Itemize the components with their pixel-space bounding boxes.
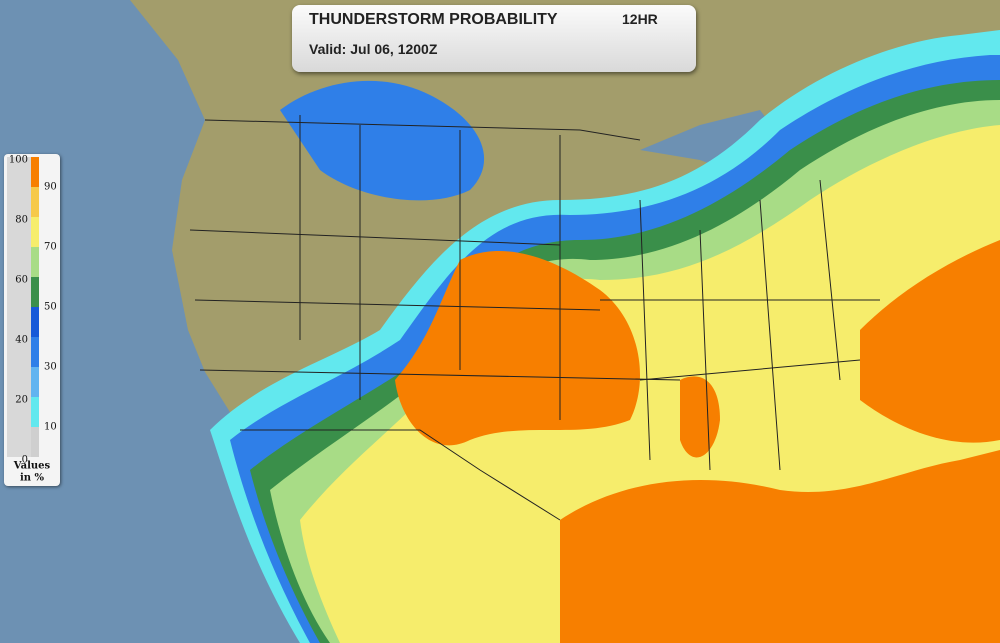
legend: 100 80 60 40 20 0 90 70 50 30 10 Values in %: [4, 154, 60, 486]
period: 12HR: [622, 11, 658, 27]
header-box: THUNDERSTORM PROBABILITY 12HR Valid: Jul…: [292, 5, 696, 72]
precip-orange-plains: [395, 251, 640, 446]
legend-swatch: [31, 277, 39, 307]
legend-caption: in %: [20, 473, 45, 484]
legend-label: 60: [15, 275, 28, 286]
borders: [189, 115, 880, 521]
precip-orange-atlantic: [860, 240, 1000, 443]
legend-label: 30: [44, 362, 57, 373]
legend-label-band: [7, 157, 31, 457]
valid-time: Valid: Jul 06, 1200Z: [309, 41, 438, 57]
legend-swatch: [31, 397, 39, 427]
legend-swatch: [31, 187, 39, 217]
legend-label: 40: [15, 335, 28, 346]
legend-swatch: [31, 337, 39, 367]
precip-orange-gulf: [560, 450, 1000, 643]
legend-caption: Values: [13, 461, 51, 472]
legend-label: 50: [44, 302, 57, 313]
legend-swatch: [31, 427, 39, 457]
legend-swatch: [31, 157, 39, 187]
legend-label: 100: [9, 155, 28, 166]
precip-blue-north: [280, 80, 485, 201]
legend-label: 20: [15, 395, 28, 406]
legend-swatch: [31, 367, 39, 397]
legend-swatch: [31, 307, 39, 337]
legend-label: 10: [44, 422, 57, 433]
legend-label: 80: [15, 215, 28, 226]
legend-label: 70: [44, 242, 57, 253]
legend-label: 0: [22, 455, 28, 466]
precip-orange-south: [680, 376, 720, 458]
legend-swatch: [31, 247, 39, 277]
legend-swatch: [31, 217, 39, 247]
title: THUNDERSTORM PROBABILITY: [309, 11, 558, 28]
legend-label: 90: [44, 182, 57, 193]
